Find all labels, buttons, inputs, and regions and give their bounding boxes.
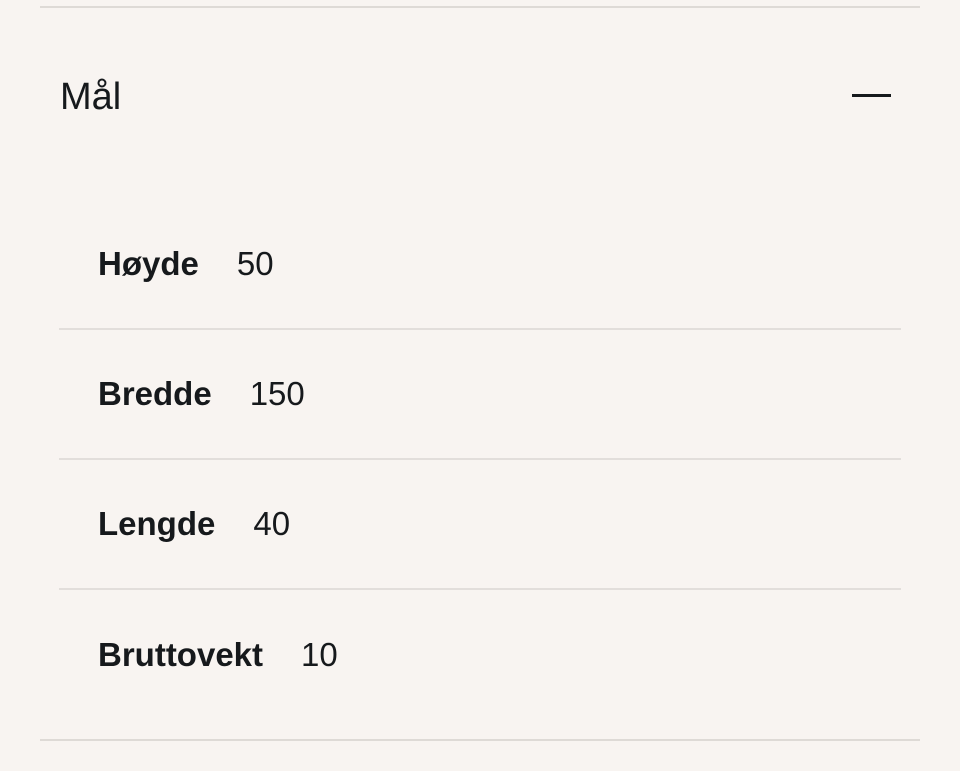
- row-value: 50: [236, 245, 274, 282]
- dimensions-list: Høyde 50 Bredde 150 Lengde 40 Bruttovekt…: [59, 200, 901, 720]
- row-value: 10: [301, 636, 338, 673]
- top-divider: [40, 6, 920, 8]
- row-value: 40: [253, 505, 291, 542]
- list-item: Lengde 40: [59, 460, 901, 590]
- list-item: Høyde 50: [59, 200, 901, 330]
- bottom-divider: [40, 739, 920, 741]
- section-title: Mål: [60, 76, 122, 118]
- accordion-header-mal[interactable]: Mål: [40, 9, 920, 179]
- minus-icon[interactable]: [852, 94, 891, 97]
- row-label: Bruttovekt: [98, 636, 264, 673]
- row-label: Høyde: [98, 245, 199, 282]
- row-label: Lengde: [98, 505, 216, 542]
- list-item: Bruttovekt 10: [59, 590, 901, 720]
- list-item: Bredde 150: [59, 330, 901, 460]
- row-label: Bredde: [98, 375, 212, 412]
- row-value: 150: [249, 375, 305, 412]
